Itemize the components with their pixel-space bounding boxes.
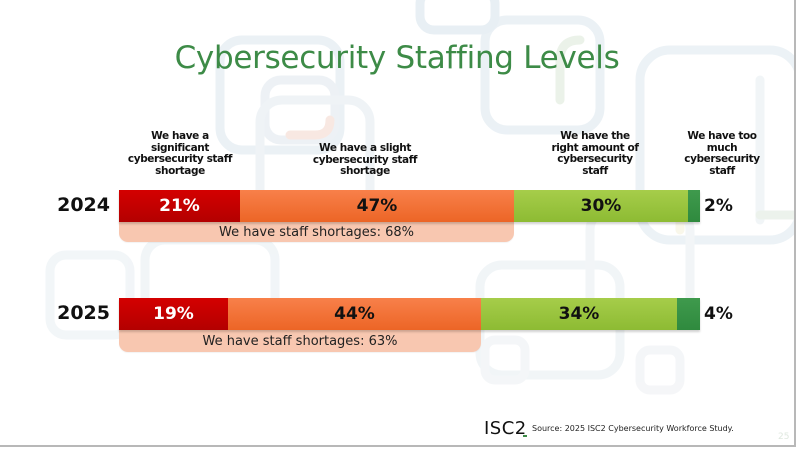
label-line: We have the	[560, 130, 630, 142]
label-line: much	[706, 141, 738, 154]
label-line: shortage	[155, 164, 205, 177]
bar-segment-slight-shortage: 44%	[228, 298, 481, 330]
column-label-right-amount: We have the right amount of cybersecurit…	[540, 130, 650, 177]
shortage-summary-2025: We have staff shortages: 63%	[119, 328, 481, 352]
stacked-bar-2024: 21% 47% 30%	[119, 190, 700, 222]
bar-segment-right-amount: 30%	[514, 190, 688, 222]
source-citation: Source: 2025 ISC2 Cybersecurity Workforc…	[532, 424, 734, 433]
label-line: We have a slight	[319, 142, 411, 154]
value-too-much-2024: 2%	[704, 196, 733, 216]
column-label-significant-shortage: We have a significant cybersecurity staf…	[119, 130, 241, 177]
bar-segment-significant-shortage: 19%	[119, 298, 228, 330]
logo-accent-icon	[522, 435, 527, 437]
column-label-too-much: We have too much cybersecurity staff	[672, 130, 772, 177]
value-too-much-2025: 4%	[704, 304, 733, 324]
shortage-summary-text: We have staff shortages: 63%	[202, 334, 398, 349]
column-label-slight-shortage: We have a slight cybersecurity staff sho…	[300, 142, 430, 178]
label-line: cybersecurity staff	[127, 153, 233, 165]
label-line: shortage	[340, 165, 390, 177]
year-label-2025: 2025	[57, 302, 110, 324]
stacked-bar-2025: 19% 44% 34%	[119, 298, 700, 330]
label-line: We have a	[151, 130, 209, 142]
label-line: right amount of	[551, 141, 639, 154]
bar-segment-too-much	[677, 298, 700, 330]
year-label-2024: 2024	[57, 194, 110, 216]
label-line: staff	[582, 164, 608, 177]
bar-segment-slight-shortage: 47%	[240, 190, 514, 222]
shortage-summary-2024: We have staff shortages: 68%	[119, 220, 514, 242]
logo-text: ISC2	[484, 418, 527, 439]
slide-title: Cybersecurity Staffing Levels	[174, 40, 620, 76]
label-line: cybersecurity	[684, 153, 760, 165]
bar-segment-significant-shortage: 21%	[119, 190, 240, 222]
label-line: significant	[150, 141, 209, 154]
bar-segment-too-much	[688, 190, 700, 222]
isc2-logo: ISC2	[484, 418, 527, 439]
bar-segment-right-amount: 34%	[481, 298, 677, 330]
page-number: 25	[778, 432, 790, 442]
label-line: cybersecurity staff	[312, 153, 418, 166]
shortage-summary-text: We have staff shortages: 68%	[219, 225, 414, 240]
label-line: cybersecurity	[557, 153, 633, 165]
label-line: staff	[709, 164, 735, 177]
label-line: We have too	[687, 130, 757, 142]
